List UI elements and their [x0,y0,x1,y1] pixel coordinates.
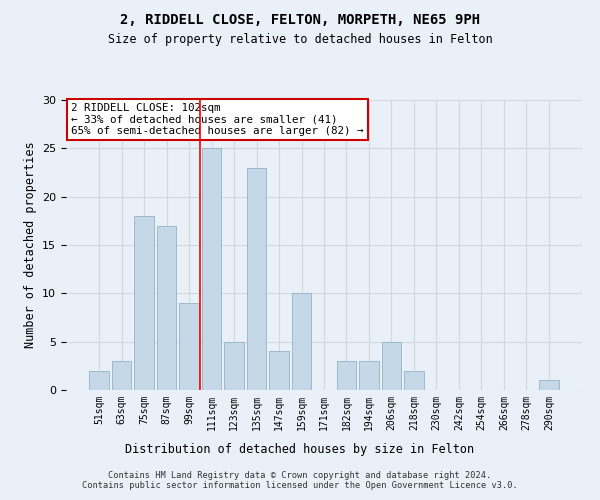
Text: Contains HM Land Registry data © Crown copyright and database right 2024.
Contai: Contains HM Land Registry data © Crown c… [82,470,518,490]
Bar [337,361,356,390]
Bar [269,352,289,390]
Bar [202,148,221,390]
Bar [157,226,176,390]
Bar [359,361,379,390]
Text: 2 RIDDELL CLOSE: 102sqm
← 33% of detached houses are smaller (41)
65% of semi-de: 2 RIDDELL CLOSE: 102sqm ← 33% of detache… [71,103,364,136]
Bar [89,370,109,390]
Bar [292,294,311,390]
Bar [539,380,559,390]
Bar [134,216,154,390]
Bar [382,342,401,390]
Bar [112,361,131,390]
Y-axis label: Number of detached properties: Number of detached properties [23,142,37,348]
Bar [247,168,266,390]
Text: Size of property relative to detached houses in Felton: Size of property relative to detached ho… [107,32,493,46]
Bar [404,370,424,390]
Bar [179,303,199,390]
Text: 2, RIDDELL CLOSE, FELTON, MORPETH, NE65 9PH: 2, RIDDELL CLOSE, FELTON, MORPETH, NE65 … [120,12,480,26]
Text: Distribution of detached houses by size in Felton: Distribution of detached houses by size … [125,442,475,456]
Bar [224,342,244,390]
